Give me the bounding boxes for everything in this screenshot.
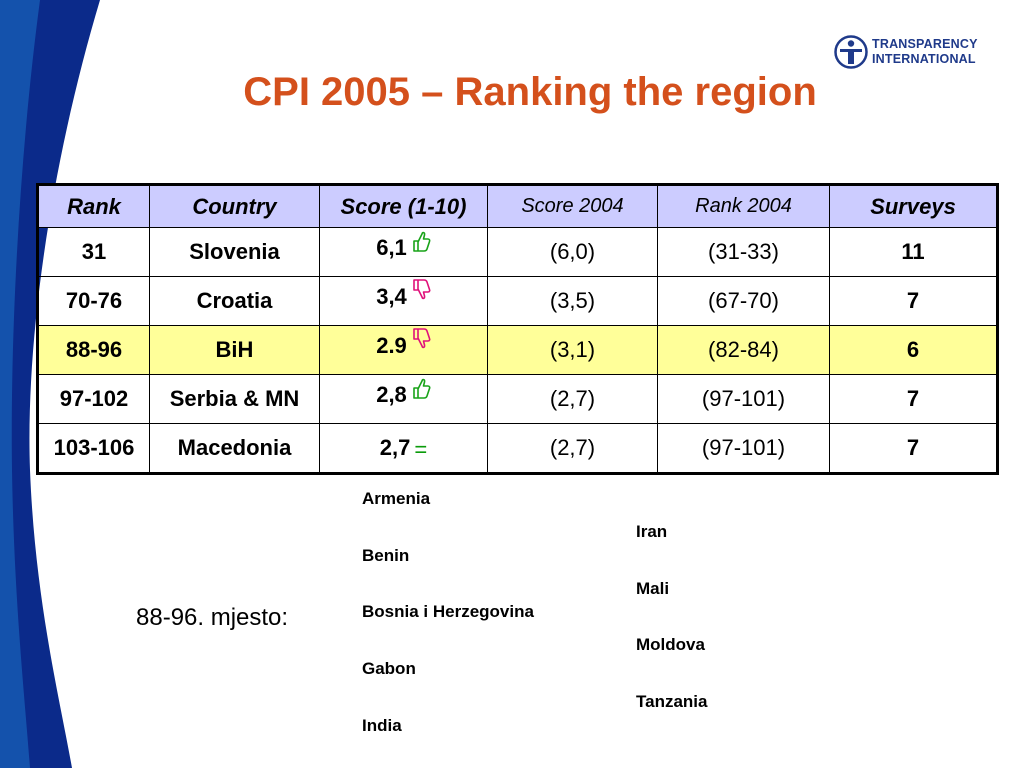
header-rank: Rank: [37, 184, 150, 228]
score-value: 3,4: [376, 284, 407, 309]
header-score-2004: Score 2004: [487, 184, 658, 228]
left-decorative-band: [0, 0, 100, 768]
cell-score: 6,1: [319, 227, 488, 277]
cell-rank-2004: (31-33): [657, 227, 830, 277]
table-row: 70-76 Croatia 3,4 (3,5) (67-70) 7: [37, 276, 998, 326]
country-list-item: Gabon: [362, 659, 416, 678]
country-list-item: Mali: [636, 579, 670, 598]
table-row: 31 Slovenia 6,1 (6,0) (31-33) 11: [37, 227, 998, 277]
cell-surveys: 6: [829, 325, 998, 375]
score-value: 2,7: [379, 435, 411, 460]
cell-rank: 70-76: [37, 276, 150, 326]
country-list-item: India: [362, 716, 402, 735]
cell-country: BiH: [149, 325, 320, 375]
score-value: 2,8: [376, 382, 407, 407]
cell-country: Croatia: [149, 276, 320, 326]
thumbs-up-icon: [412, 378, 431, 399]
cell-surveys: 7: [829, 276, 998, 326]
cell-score-2004: (3,5): [487, 276, 658, 326]
header-surveys: Surveys: [829, 184, 998, 228]
equal-icon: =: [414, 437, 428, 462]
score-value: 6,1: [376, 235, 407, 260]
cell-score-2004: (6,0): [487, 227, 658, 277]
cell-rank-2004: (82-84): [657, 325, 830, 375]
cell-surveys: 7: [829, 374, 998, 424]
slide-title: CPI 2005 – Ranking the region: [243, 70, 817, 114]
cell-rank: 31: [37, 227, 150, 277]
placement-label: 88-96. mjesto:: [136, 604, 289, 631]
cell-rank: 97-102: [37, 374, 150, 424]
logo-line-1: TRANSPARENCY: [872, 37, 978, 51]
thumbs-down-icon: [412, 328, 431, 349]
cell-rank: 103-106: [37, 423, 150, 474]
cell-score: 2,8: [319, 374, 488, 424]
header-rank-2004: Rank 2004: [657, 184, 830, 228]
cell-country: Macedonia: [149, 423, 320, 474]
cell-rank-2004: (67-70): [657, 276, 830, 326]
score-value: 2.9: [376, 333, 407, 358]
header-country: Country: [149, 184, 320, 228]
country-list-item: Moldova: [636, 635, 705, 654]
transparency-international-logo: TRANSPARENCY INTERNATIONAL: [834, 34, 1004, 74]
thumbs-up-icon: [412, 231, 431, 252]
cell-score-2004: (3,1): [487, 325, 658, 375]
ti-figure-icon: [834, 35, 868, 69]
table-row: 103-106 Macedonia 2,7 = (2,7) (97-101) 7: [37, 423, 998, 474]
cpi-ranking-table: Rank Country Score (1-10) Score 2004 Ran…: [36, 183, 999, 475]
cell-country: Slovenia: [149, 227, 320, 277]
table-row-highlighted: 88-96 BiH 2.9 (3,1) (82-84) 6: [37, 325, 998, 375]
country-list-item: Armenia: [362, 489, 431, 508]
cell-surveys: 11: [829, 227, 998, 277]
country-list-item: Tanzania: [636, 692, 708, 711]
cell-score-2004: (2,7): [487, 374, 658, 424]
cell-rank-2004: (97-101): [657, 423, 830, 474]
cell-rank: 88-96: [37, 325, 150, 375]
country-list-item: Bosnia i Herzegovina: [362, 602, 534, 621]
thumbs-down-icon: [412, 279, 431, 300]
cell-rank-2004: (97-101): [657, 374, 830, 424]
cell-country: Serbia & MN: [149, 374, 320, 424]
country-list-item: Iran: [636, 522, 668, 541]
cell-score: 2,7 =: [319, 423, 488, 474]
cell-surveys: 7: [829, 423, 998, 474]
table-row: 97-102 Serbia & MN 2,8 (2,7) (97-101) 7: [37, 374, 998, 424]
logo-line-2: INTERNATIONAL: [872, 52, 976, 66]
header-score: Score (1-10): [319, 184, 488, 228]
cell-score-2004: (2,7): [487, 423, 658, 474]
cell-score: 2.9: [319, 325, 488, 375]
table-header-row: Rank Country Score (1-10) Score 2004 Ran…: [37, 184, 998, 228]
cell-score: 3,4: [319, 276, 488, 326]
country-list-item: Benin: [362, 546, 410, 565]
